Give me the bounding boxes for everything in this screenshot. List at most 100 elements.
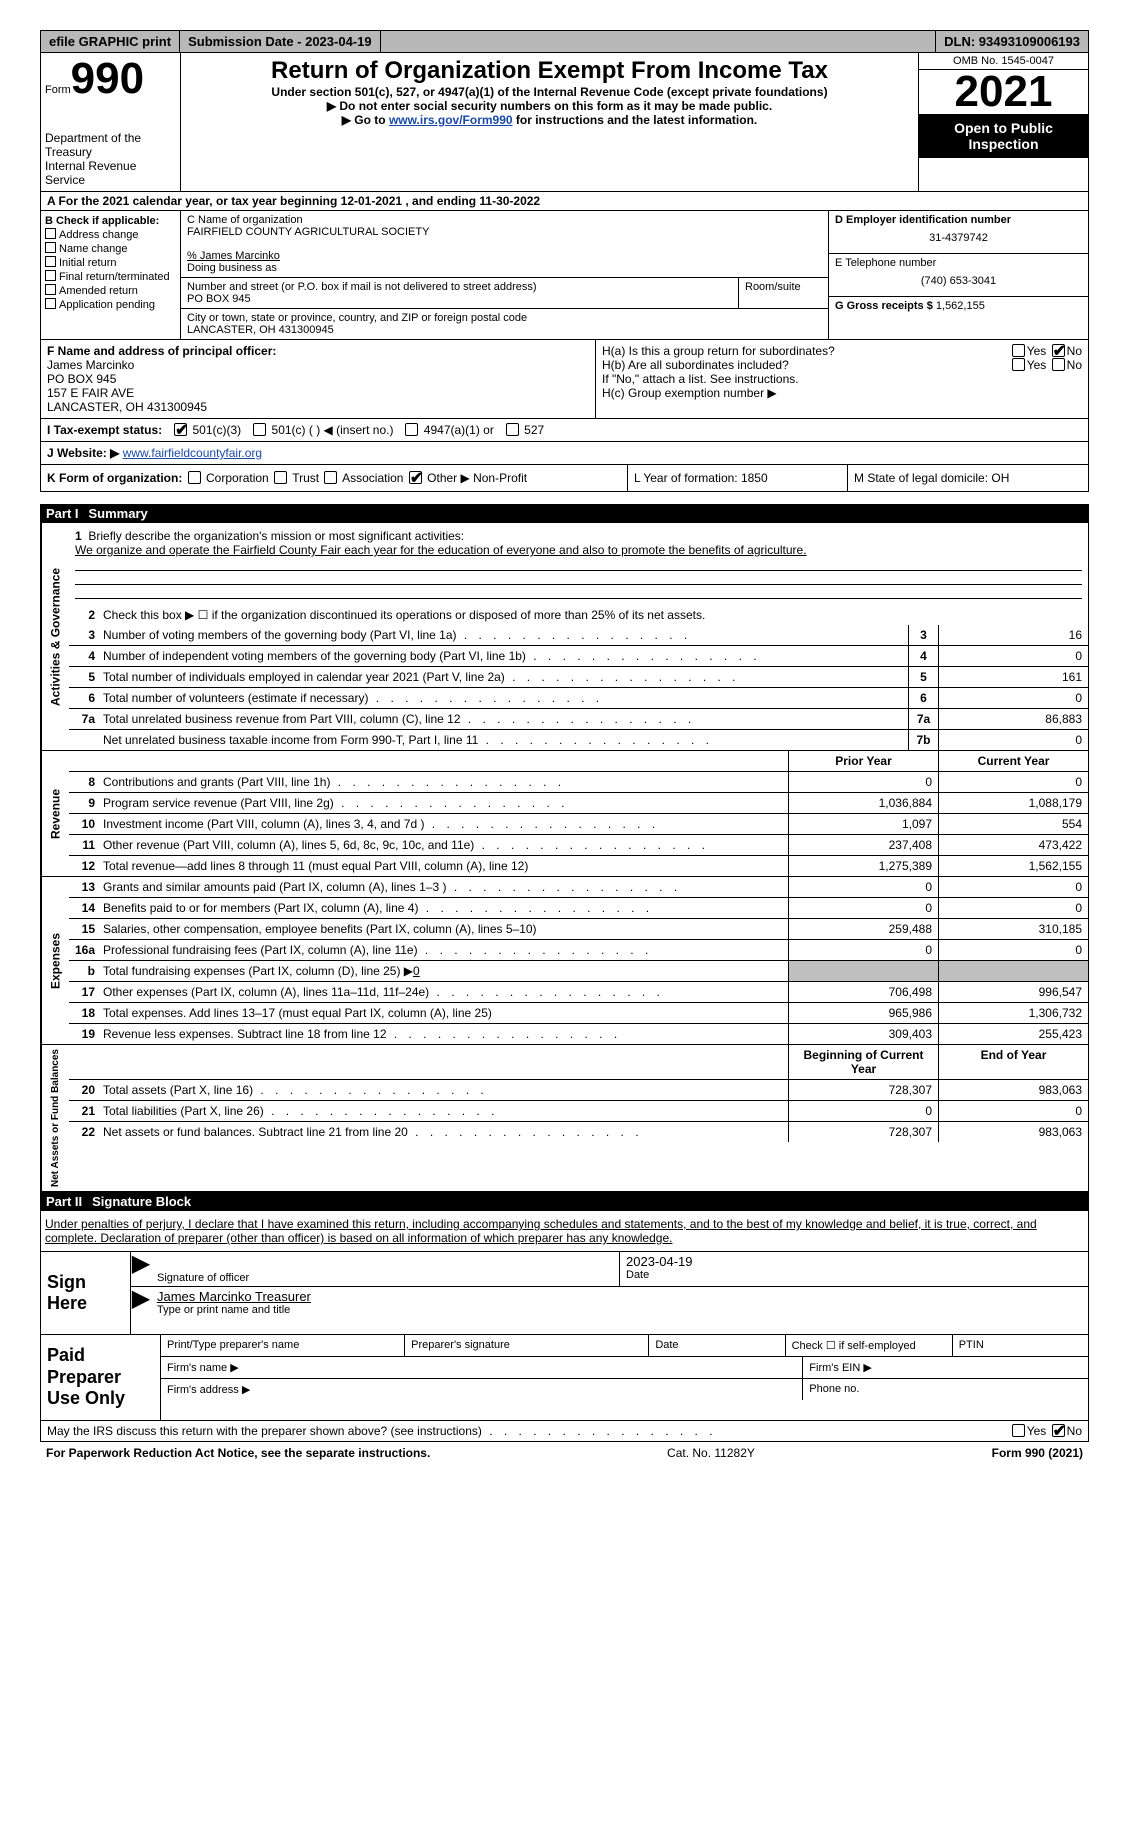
chk-4947[interactable] [405, 423, 418, 436]
dept-treasury: Department of the Treasury [45, 131, 176, 159]
chk-amended[interactable]: Amended return [45, 284, 176, 297]
arrow-icon: ▶ [131, 1252, 151, 1286]
sidelabel-net: Net Assets or Fund Balances [41, 1045, 69, 1191]
line-19: Revenue less expenses. Subtract line 18 … [99, 1024, 788, 1044]
cy-17: 996,547 [938, 982, 1088, 1002]
line-10: Investment income (Part VIII, column (A)… [99, 814, 788, 834]
line-14: Benefits paid to or for members (Part IX… [99, 898, 788, 918]
ey-21: 0 [938, 1101, 1088, 1121]
gross-label: G Gross receipts $ [835, 300, 933, 312]
footer-discuss: May the IRS discuss this return with the… [40, 1421, 1089, 1442]
chk-corp[interactable] [188, 471, 201, 484]
pra-notice: For Paperwork Reduction Act Notice, see … [46, 1446, 430, 1460]
officer-name-label: Type or print name and title [157, 1304, 1082, 1316]
py-12: 1,275,389 [788, 856, 938, 876]
col-b: B Check if applicable: Address change Na… [41, 211, 181, 339]
officer-addr3: LANCASTER, OH 431300945 [47, 400, 589, 414]
city-value: LANCASTER, OH 431300945 [187, 324, 822, 336]
block-bcd: B Check if applicable: Address change Na… [40, 211, 1089, 340]
line-7a: Total unrelated business revenue from Pa… [99, 709, 908, 729]
form-label-bottom: Form 990 (2021) [992, 1446, 1083, 1460]
h-c: H(c) Group exemption number ▶ [602, 386, 1082, 400]
hb-no[interactable] [1052, 358, 1065, 371]
hdr-end-year: End of Year [938, 1045, 1088, 1079]
care-of: % James Marcinko [187, 250, 822, 262]
discuss-no[interactable] [1052, 1424, 1065, 1437]
val-5: 161 [938, 667, 1088, 687]
chk-assoc[interactable] [324, 471, 337, 484]
discuss-yes[interactable] [1012, 1424, 1025, 1437]
py-8: 0 [788, 772, 938, 792]
val-3: 16 [938, 625, 1088, 645]
chk-other[interactable] [409, 471, 422, 484]
ha-yes[interactable] [1012, 344, 1025, 357]
line-12: Total revenue—add lines 8 through 11 (mu… [99, 856, 788, 876]
header-title-block: Return of Organization Exempt From Incom… [181, 53, 918, 191]
section-expenses: Expenses 13Grants and similar amounts pa… [40, 877, 1089, 1045]
sidelabel-rev: Revenue [41, 751, 69, 876]
efile-badge: efile GRAPHIC print [41, 31, 180, 52]
l1-label: Briefly describe the organization's miss… [88, 529, 464, 543]
sidelabel-ag: Activities & Governance [41, 523, 69, 750]
tax-status-label: I Tax-exempt status: [47, 423, 162, 437]
val-7b: 0 [938, 730, 1088, 750]
topbar: efile GRAPHIC print Submission Date - 20… [40, 30, 1089, 53]
form990-link[interactable]: www.irs.gov/Form990 [389, 113, 513, 127]
cy-14: 0 [938, 898, 1088, 918]
cy-8: 0 [938, 772, 1088, 792]
org-name: FAIRFIELD COUNTY AGRICULTURAL SOCIETY [187, 226, 822, 238]
line-17: Other expenses (Part IX, column (A), lin… [99, 982, 788, 1002]
tel-label: E Telephone number [835, 257, 1082, 269]
l1-value: We organize and operate the Fairfield Co… [75, 543, 807, 557]
firm-addr: Firm's address ▶ [161, 1379, 803, 1400]
firm-name: Firm's name ▶ [161, 1357, 803, 1378]
val-4: 0 [938, 646, 1088, 666]
h-a: H(a) Is this a group return for subordin… [602, 344, 1082, 358]
chk-app-pending[interactable]: Application pending [45, 298, 176, 311]
cy-16a: 0 [938, 940, 1088, 960]
officer-label: F Name and address of principal officer: [47, 344, 589, 358]
addr-block: Number and street (or P.O. box if mail i… [181, 278, 738, 309]
chk-501c3[interactable] [174, 423, 187, 436]
line-3: Number of voting members of the governin… [99, 625, 908, 645]
by-20: 728,307 [788, 1080, 938, 1100]
chk-527[interactable] [506, 423, 519, 436]
officer-addr1: PO BOX 945 [47, 372, 589, 386]
prep-selfemp-hdr: Check ☐ if self-employed [786, 1335, 953, 1356]
line-8: Contributions and grants (Part VIII, lin… [99, 772, 788, 792]
officer-addr2: 157 E FAIR AVE [47, 386, 589, 400]
py-15: 259,488 [788, 919, 938, 939]
dba-label: Doing business as [187, 262, 822, 274]
py-17: 706,498 [788, 982, 938, 1002]
website-link[interactable]: www.fairfieldcountyfair.org [123, 446, 262, 460]
chk-trust[interactable] [274, 471, 287, 484]
ha-label: H(a) Is this a group return for subordin… [602, 344, 835, 358]
preparer-label: Paid Preparer Use Only [41, 1335, 161, 1420]
hb-yes[interactable] [1012, 358, 1025, 371]
ey-22: 983,063 [938, 1122, 1088, 1142]
chk-name-change[interactable]: Name change [45, 242, 176, 255]
line-20: Total assets (Part X, line 16) [99, 1080, 788, 1100]
line-6: Total number of volunteers (estimate if … [99, 688, 908, 708]
subtitle-3: ▶ Go to www.irs.gov/Form990 for instruct… [189, 113, 910, 127]
line-15: Salaries, other compensation, employee b… [99, 919, 788, 939]
line-9: Program service revenue (Part VIII, line… [99, 793, 788, 813]
chk-501c[interactable] [253, 423, 266, 436]
addr-label: Number and street (or P.O. box if mail i… [187, 281, 732, 293]
line-2: Check this box ▶ ☐ if the organization d… [99, 605, 1088, 625]
officer-typed-name: James Marcinko Treasurer [157, 1289, 1082, 1304]
chk-address-change[interactable]: Address change [45, 228, 176, 241]
py-19: 309,403 [788, 1024, 938, 1044]
row-i: I Tax-exempt status: 501(c)(3) 501(c) ( … [40, 419, 1089, 442]
hdr-prior-year: Prior Year [788, 751, 938, 771]
line-5: Total number of individuals employed in … [99, 667, 908, 687]
org-name-label: C Name of organization [187, 214, 822, 226]
open-to-public: Open to Public Inspection [919, 114, 1088, 158]
chk-final-return[interactable]: Final return/terminated [45, 270, 176, 283]
officer-name-cell: James Marcinko Treasurer Type or print n… [151, 1287, 1088, 1318]
cy-18: 1,306,732 [938, 1003, 1088, 1023]
chk-initial-return[interactable]: Initial return [45, 256, 176, 269]
row-a-taxyear: A For the 2021 calendar year, or tax yea… [40, 192, 1089, 211]
sub3-pre: ▶ Go to [342, 113, 389, 127]
ha-no[interactable] [1052, 344, 1065, 357]
